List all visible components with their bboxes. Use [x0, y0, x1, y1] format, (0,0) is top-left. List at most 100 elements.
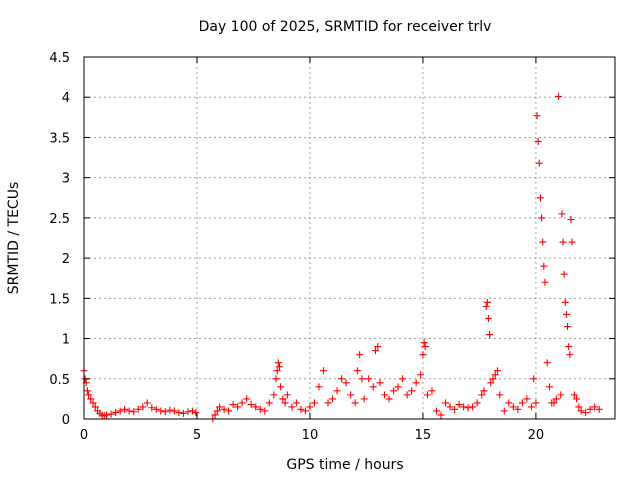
grid — [84, 57, 615, 419]
data-point — [148, 404, 156, 412]
data-point — [555, 92, 563, 100]
data-point — [211, 411, 219, 419]
data-point — [333, 387, 341, 395]
data-point — [329, 395, 337, 403]
x-tick-label: 20 — [528, 428, 545, 443]
data-point — [288, 403, 296, 411]
data-point — [360, 395, 368, 403]
data-point — [540, 262, 548, 270]
plot-area-frame — [83, 56, 616, 420]
data-point — [394, 383, 402, 391]
y-axis-label: SRMTID / TECUs — [6, 182, 22, 295]
data-point — [473, 399, 481, 407]
data-point — [494, 367, 502, 375]
data-point — [575, 403, 583, 411]
data-point — [451, 405, 459, 413]
data-point — [256, 405, 264, 413]
data-point — [356, 351, 364, 359]
data-point — [320, 367, 328, 375]
data-point — [103, 411, 111, 419]
data-point — [586, 405, 594, 413]
data-point — [134, 405, 142, 413]
data-point — [483, 298, 491, 306]
data-point — [566, 351, 574, 359]
data-point — [403, 391, 411, 399]
data-point — [486, 331, 494, 339]
data-point — [179, 409, 187, 417]
data-point — [496, 391, 504, 399]
data-point — [376, 379, 384, 387]
data-point — [338, 375, 346, 383]
data-point — [247, 401, 255, 409]
data-point — [273, 367, 281, 375]
data-point — [91, 403, 99, 411]
data-point — [277, 383, 285, 391]
data-point — [275, 363, 283, 371]
data-point — [560, 270, 568, 278]
data-point — [432, 407, 440, 415]
data-point — [220, 405, 228, 413]
data-point — [170, 407, 178, 415]
data-point — [121, 405, 129, 413]
data-point — [534, 137, 542, 145]
data-point — [530, 375, 538, 383]
data-point — [523, 395, 531, 403]
data-point — [324, 399, 332, 407]
data-point — [550, 399, 558, 407]
data-point — [238, 399, 246, 407]
data-point — [535, 159, 543, 167]
data-point — [527, 403, 535, 411]
data-point — [437, 411, 445, 419]
data-point — [570, 391, 578, 399]
data-point — [272, 375, 280, 383]
x-tick-label: 5 — [193, 428, 201, 443]
y-tick-label: 1 — [62, 333, 70, 348]
data-point — [446, 403, 454, 411]
data-point — [161, 408, 169, 416]
data-point — [270, 391, 278, 399]
y-tick-label: 2.5 — [49, 212, 70, 227]
data-point — [213, 407, 221, 415]
data-point — [420, 339, 428, 347]
data-point — [460, 403, 468, 411]
data-point — [342, 379, 350, 387]
data-point — [408, 387, 416, 395]
x-tick-label: 10 — [302, 428, 319, 443]
data-point — [595, 405, 603, 413]
data-point — [487, 379, 495, 387]
data-point — [130, 408, 138, 416]
x-axis-label: GPS time / hours — [286, 457, 403, 473]
chart-title: Day 100 of 2025, SRMTID for receiver trl… — [199, 19, 492, 35]
data-point — [582, 409, 590, 417]
y-tick-label: 3 — [62, 172, 70, 187]
data-point — [351, 399, 359, 407]
data-point — [561, 298, 569, 306]
data-point — [385, 395, 393, 403]
data-point — [306, 403, 314, 411]
data-point — [381, 391, 389, 399]
y-tick-label: 4 — [62, 91, 70, 106]
data-point — [243, 395, 251, 403]
data-point — [539, 238, 547, 246]
data-point — [265, 399, 273, 407]
data-point — [390, 387, 398, 395]
data-point — [261, 407, 269, 415]
data-point — [518, 399, 526, 407]
data-point — [564, 322, 572, 330]
data-point — [166, 406, 174, 414]
data-point — [107, 410, 115, 418]
data-point — [347, 391, 355, 399]
data-point — [489, 375, 497, 383]
data-point — [417, 371, 425, 379]
data-point — [85, 391, 93, 399]
data-point — [469, 403, 477, 411]
data-point — [152, 405, 160, 413]
data-point — [419, 351, 427, 359]
data-point — [89, 399, 97, 407]
data-point — [514, 405, 522, 413]
data-point — [455, 401, 463, 409]
data-point — [353, 367, 361, 375]
data-point — [371, 347, 379, 355]
data-point — [125, 407, 133, 415]
data-point — [188, 407, 196, 415]
